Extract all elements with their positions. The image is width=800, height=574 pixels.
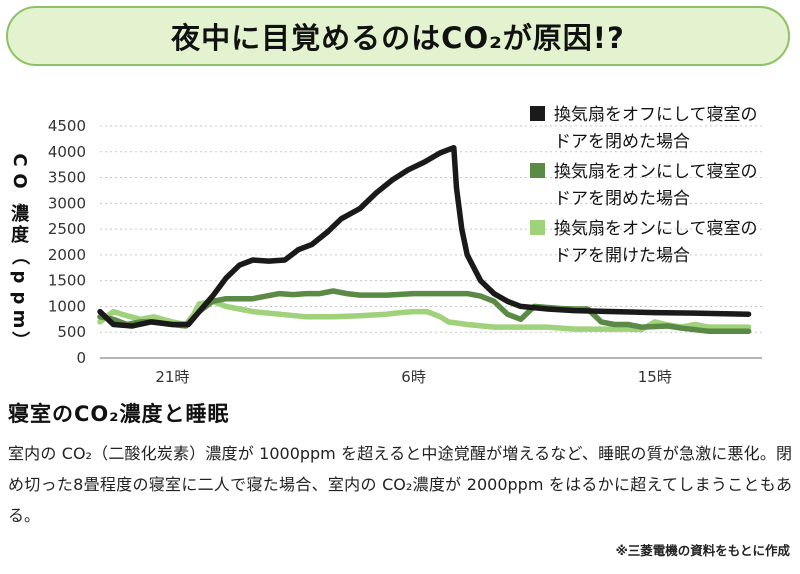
y-tick-labels: 0 500 1000 1500 2000 2500 3000 3500 4000 4500 <box>48 117 86 367</box>
y-axis-label-char: m <box>9 310 30 329</box>
section-heading: 寝室のCO₂濃度と睡眠 <box>8 402 230 426</box>
y-axis-label-char: 濃 <box>11 203 30 225</box>
co2-line-chart: 0 500 1000 1500 2000 2500 3000 3500 4000 4500 21時… <box>9 104 762 386</box>
legend-label: 換気扇をオンにして寝室のドアを開けた場合 <box>554 218 758 266</box>
legend: 換気扇をオフにして寝室のドアを閉めた場合換気扇をオンにして寝室のドアを閉めた場合… <box>530 104 758 266</box>
y-axis-label-char: ₂ <box>18 198 23 211</box>
y-tick-label: 1500 <box>48 272 86 290</box>
page-title: 夜中に目覚めるのはCO₂が原因!? <box>171 21 625 55</box>
y-tick-label: 4500 <box>48 117 86 135</box>
legend-label: 換気扇をオフにして寝室のドアを閉めた場合 <box>554 104 758 152</box>
legend-swatch <box>530 220 545 235</box>
x-tick-label: 6時 <box>401 368 426 386</box>
x-tick-labels: 21時 6時 15時 <box>155 368 672 386</box>
y-axis-label-char: 度 <box>11 224 30 246</box>
y-axis-label-char: ） <box>9 331 30 349</box>
legend-label: 換気扇をオンにして寝室のドアを閉めた場合 <box>554 161 758 209</box>
y-tick-label: 3000 <box>48 194 86 212</box>
y-axis-label-char: C <box>9 153 30 166</box>
title-banner: 夜中に目覚めるのはCO₂が原因!? <box>6 6 790 66</box>
legend-swatch <box>530 163 545 178</box>
source-note: ※三菱電機の資料をもとに作成 <box>615 543 790 558</box>
body-text: 室内の CO₂（二酸化炭素）濃度が 1000ppm を超えると中途覚醒が増えるな… <box>8 444 792 525</box>
y-tick-label: 1000 <box>48 297 86 315</box>
y-axis-label-char: （ <box>9 247 30 265</box>
x-tick-label: 15時 <box>638 368 672 386</box>
y-tick-label: 4000 <box>48 143 86 161</box>
x-tick-label: 21時 <box>155 368 189 386</box>
y-tick-label: 500 <box>57 323 86 341</box>
y-axis-label-char: O <box>9 173 30 188</box>
legend-swatch <box>530 106 545 121</box>
series-lines <box>97 144 752 334</box>
y-axis-label-char: p <box>9 271 30 284</box>
y-tick-label: 2000 <box>48 246 86 264</box>
series-line <box>97 144 752 329</box>
y-tick-label: 0 <box>76 349 86 367</box>
y-tick-label: 3500 <box>48 169 86 187</box>
y-axis-label-char: p <box>9 292 30 305</box>
y-tick-label: 2500 <box>48 220 86 238</box>
y-axis-label: CO₂濃度（ppm） <box>9 153 30 349</box>
